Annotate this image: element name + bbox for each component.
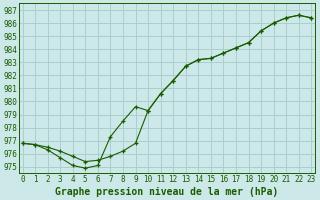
X-axis label: Graphe pression niveau de la mer (hPa): Graphe pression niveau de la mer (hPa) [55,186,278,197]
